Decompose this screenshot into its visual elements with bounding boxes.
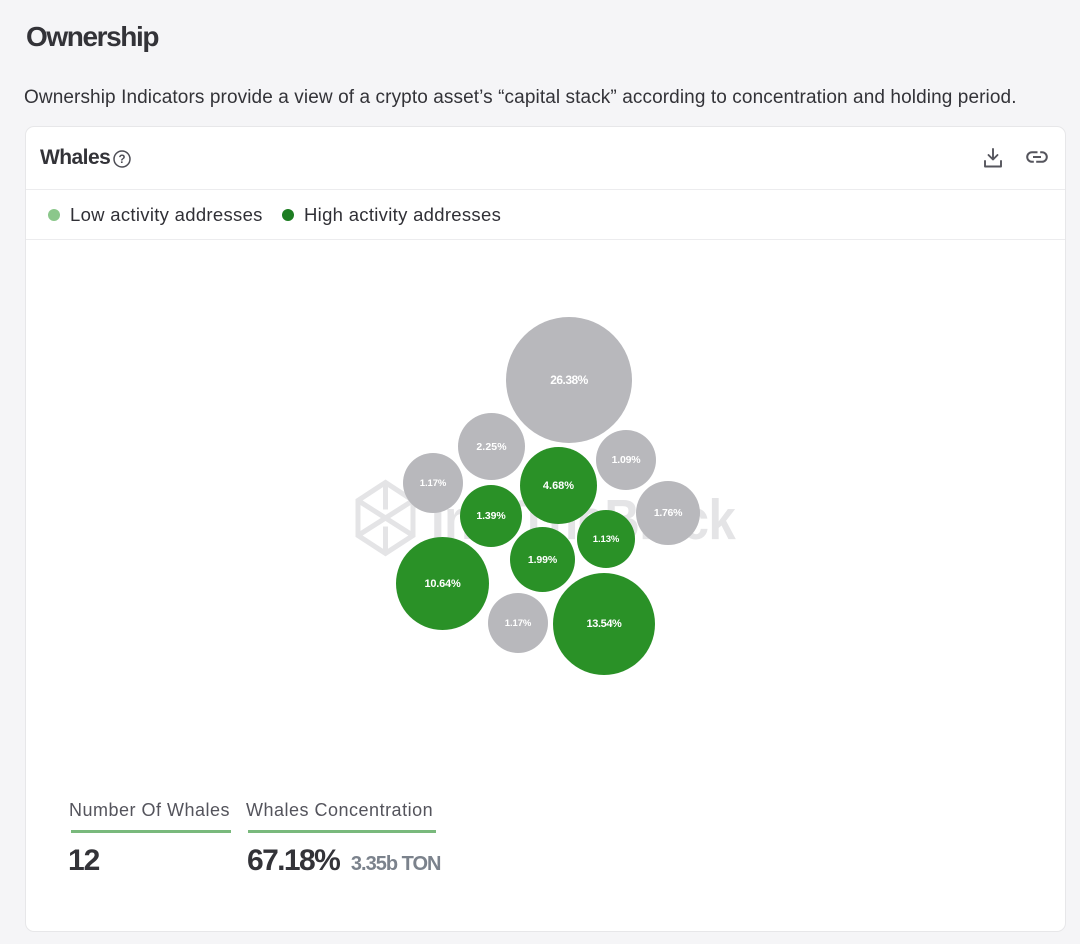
svg-text:?: ?: [118, 154, 125, 166]
